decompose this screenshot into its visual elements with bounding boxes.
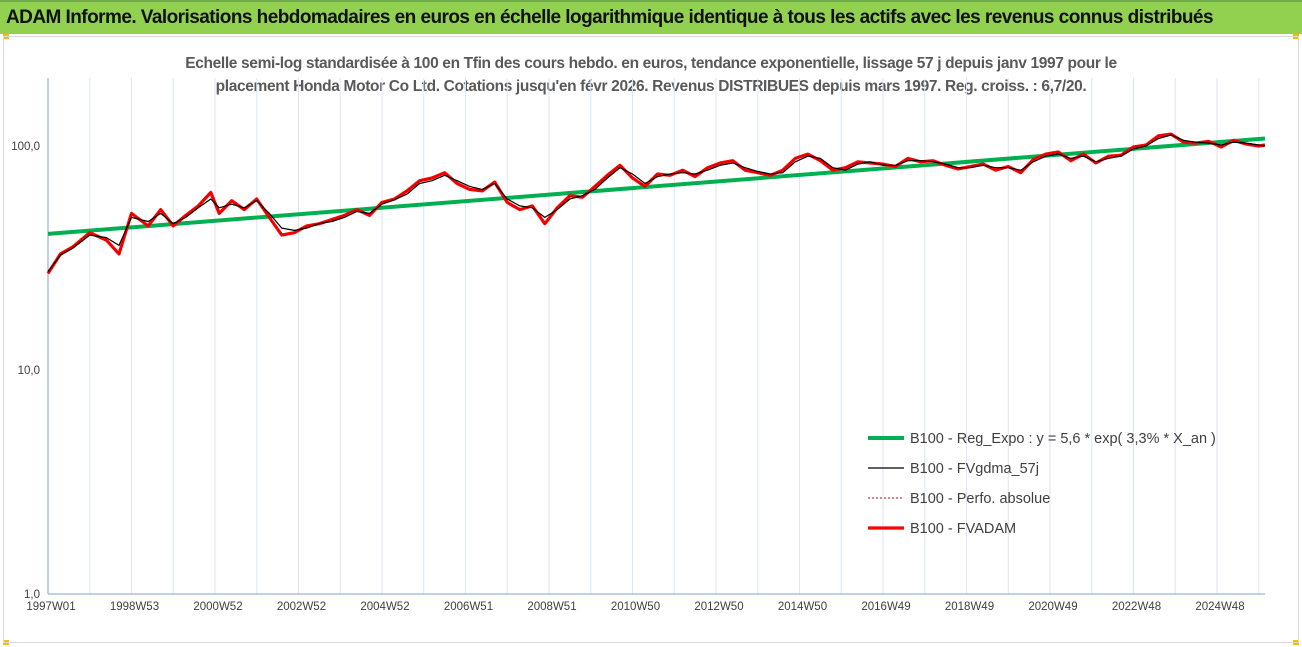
x-tick-label: 2016W49	[861, 601, 910, 613]
x-tick-label: 2018W49	[945, 601, 994, 613]
x-tick-label: 2012W50	[694, 601, 743, 613]
legend-entry-perf: B100 - Perfo. absolue	[910, 491, 1050, 507]
page-title: ADAM Informe. Valorisations hebdomadaire…	[6, 7, 1214, 28]
chart-title-line-1: Echelle semi-log standardisée à 100 en T…	[185, 55, 1117, 72]
x-tick-label: 2006W51	[444, 601, 493, 613]
x-tick-label: 2014W50	[778, 601, 827, 613]
x-tick-label: 2002W52	[277, 601, 326, 613]
series-line-smoothed	[47, 134, 1266, 272]
chart-title: Echelle semi-log standardisée à 100 en T…	[0, 52, 1302, 98]
chart-frame	[3, 36, 1299, 643]
x-tick-label: 2008W51	[527, 601, 576, 613]
series-line-adam	[46, 132, 1266, 275]
title-banner: ADAM Informe. Valorisations hebdomadaire…	[0, 0, 1302, 34]
x-tick-label: 2004W52	[360, 601, 409, 613]
x-tick-label: 1998W53	[110, 601, 159, 613]
legend-entry-trend: B100 - Reg_Expo : y = 5,6 * exp( 3,3% * …	[910, 431, 1216, 447]
x-tick-label: 2000W52	[193, 601, 242, 613]
series-line-perf	[47, 133, 1266, 274]
x-tick-label: 2022W48	[1112, 601, 1161, 613]
x-tick-label: 2024W48	[1195, 601, 1244, 613]
x-tick-label: 1997W01	[26, 601, 75, 613]
legend-entry-smoothed: B100 - FVgdma_57j	[910, 461, 1039, 477]
chart-title-line-2: placement Honda Motor Co Ltd. Cotations …	[215, 78, 1087, 95]
y-tick-label: 10,0	[18, 365, 40, 377]
legend-entry-adam: B100 - FVADAM	[910, 521, 1016, 537]
y-tick-label: 100,0	[11, 141, 40, 153]
x-tick-label: 2010W50	[611, 601, 660, 613]
y-tick-label: 1,0	[24, 589, 40, 601]
x-tick-label: 2020W49	[1028, 601, 1077, 613]
